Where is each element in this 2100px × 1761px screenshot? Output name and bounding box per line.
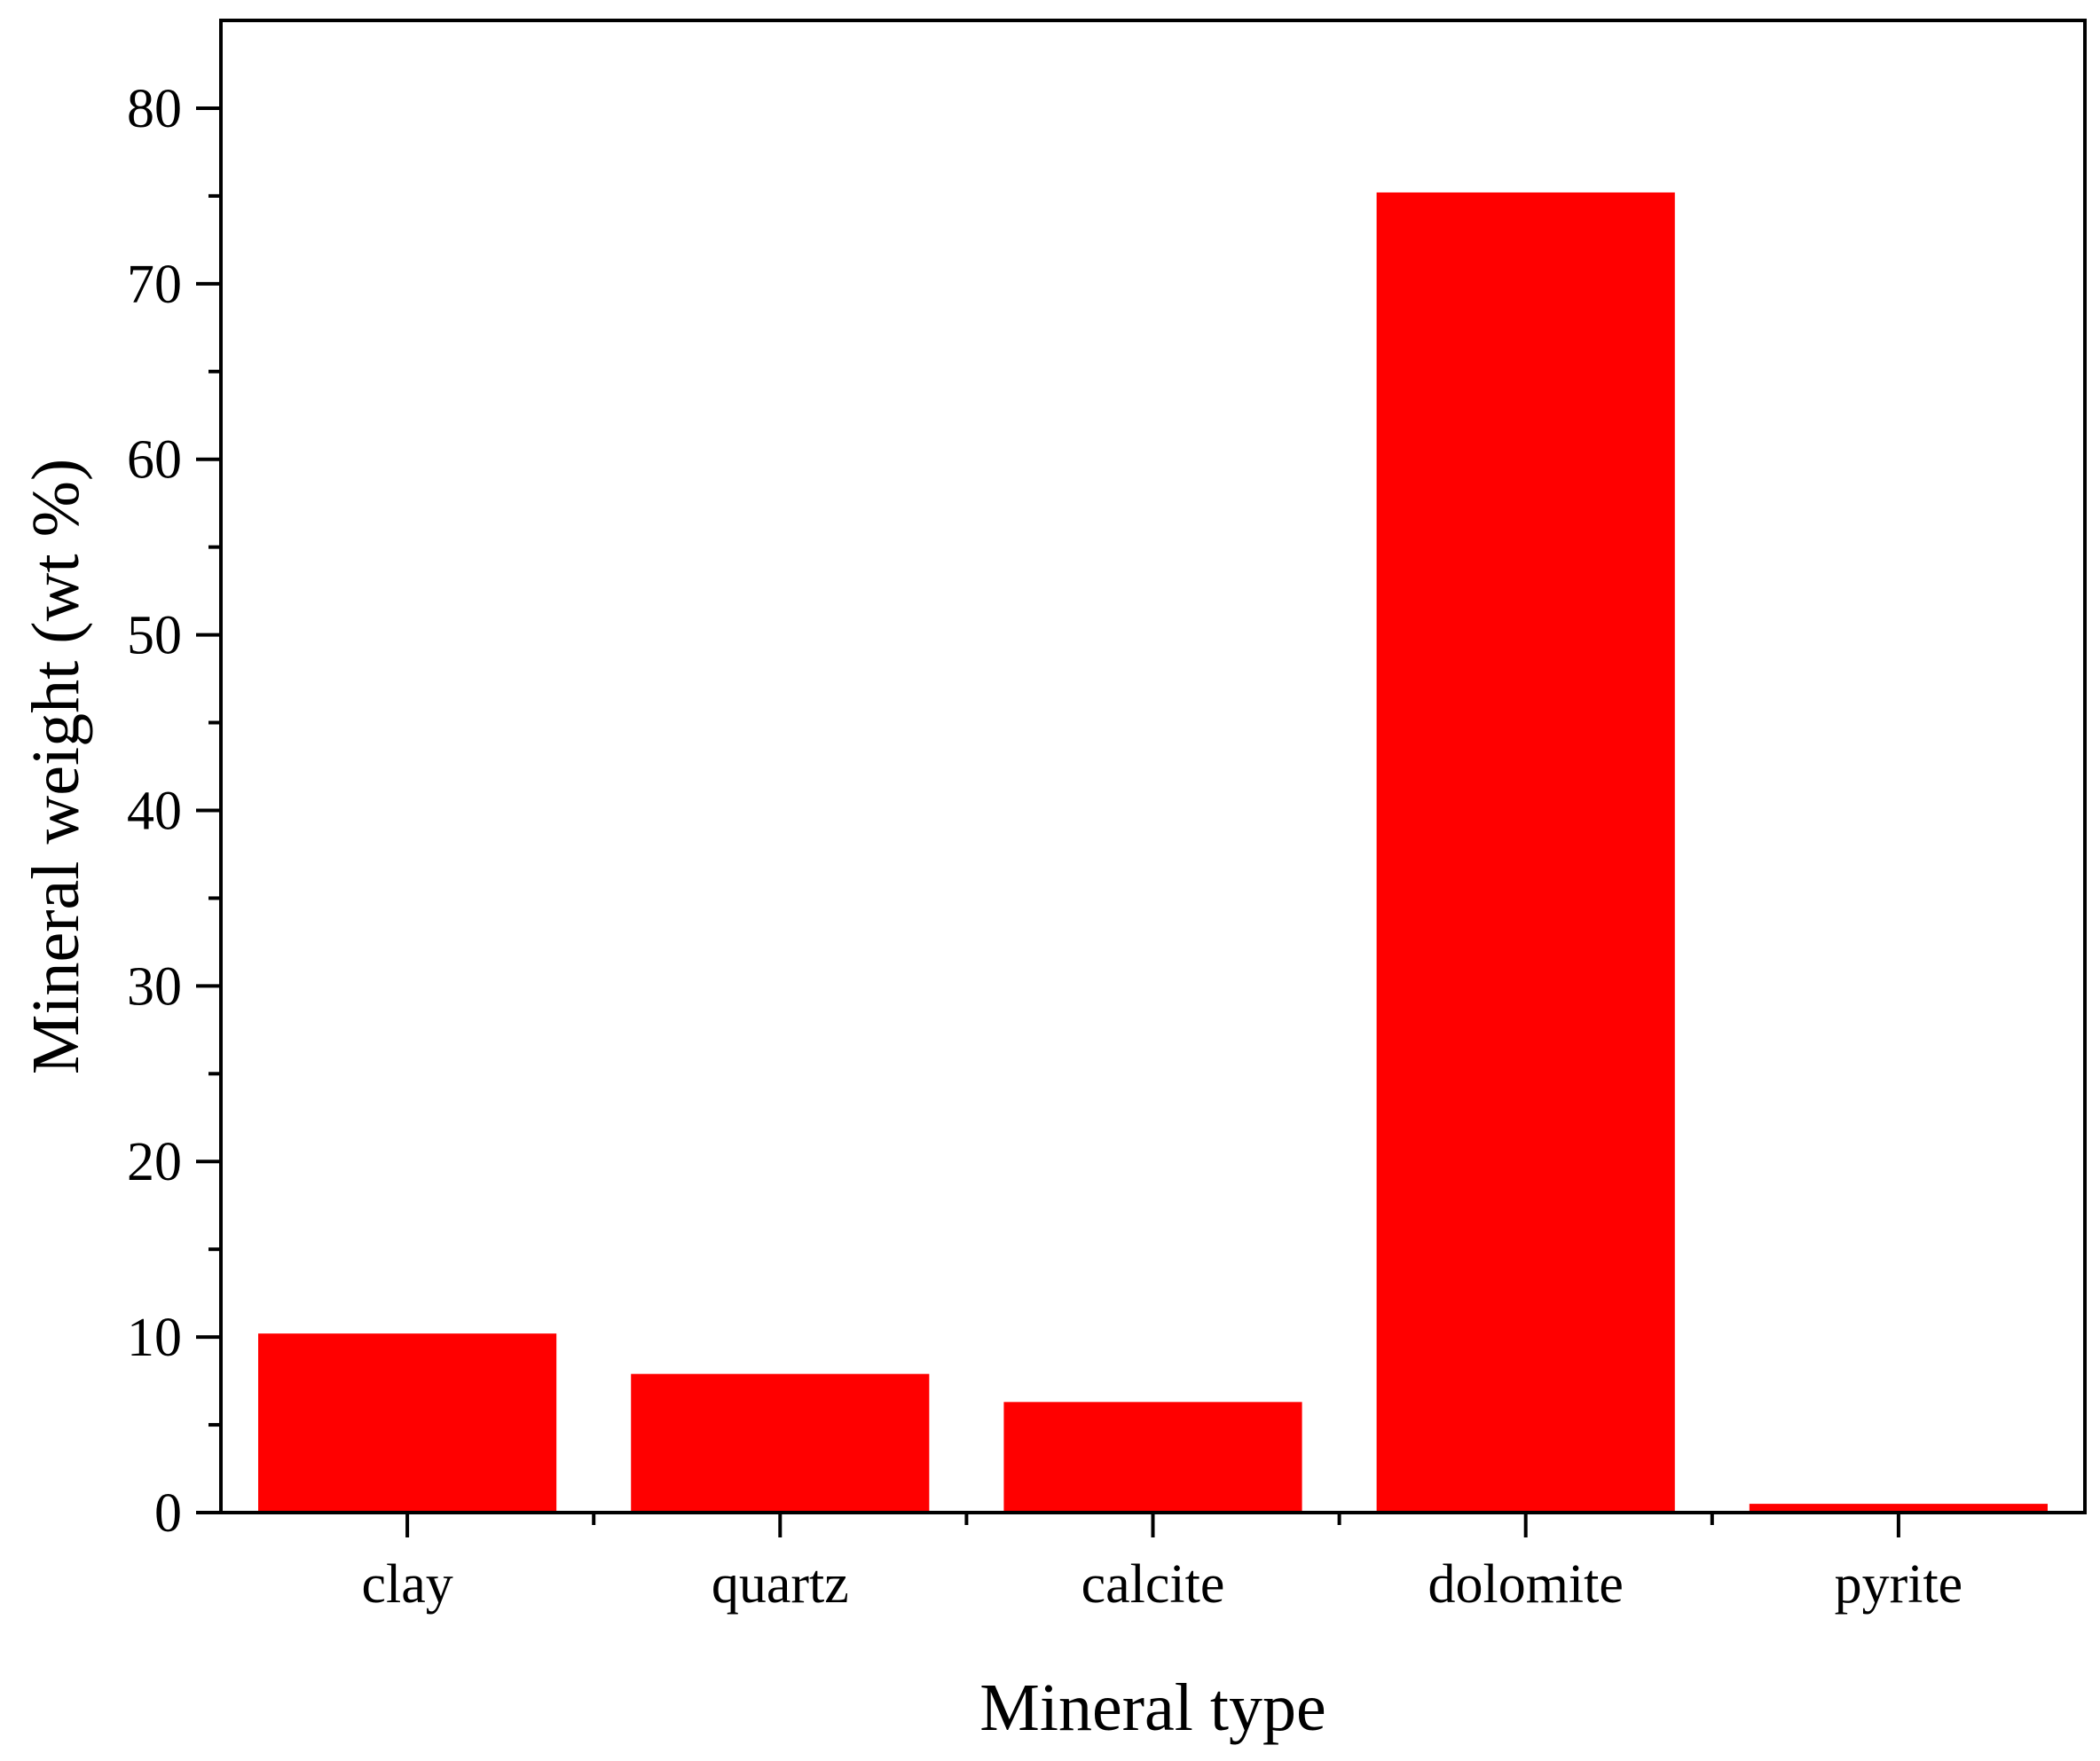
x-ticks-group: clay quartz calcite dolomite pyrite (361, 1513, 1962, 1615)
y-tick-label: 10 (127, 1308, 182, 1368)
x-tick-label-dolomite: dolomite (1428, 1554, 1623, 1615)
x-tick-label-calcite: calcite (1081, 1554, 1225, 1615)
y-ticks-group: 0 10 20 30 40 50 60 70 80 (127, 79, 221, 1544)
bars-group (258, 192, 2048, 1513)
bar-pyrite (1749, 1504, 2048, 1513)
x-tick-label-clay: clay (361, 1554, 452, 1615)
bar-clay (258, 1333, 557, 1513)
y-tick-label: 60 (127, 430, 182, 491)
bar-quartz (631, 1373, 930, 1513)
y-tick-label: 70 (127, 255, 182, 315)
x-tick-label-quartz: quartz (712, 1554, 849, 1615)
y-axis-title: Mineral weight (wt %) (19, 459, 93, 1074)
y-tick-label: 0 (154, 1483, 182, 1544)
y-tick-label: 50 (127, 606, 182, 666)
y-tick-label: 40 (127, 781, 182, 841)
y-tick-label: 20 (127, 1132, 182, 1192)
axes-group (219, 19, 2087, 1514)
bar-dolomite (1376, 192, 1675, 1513)
y-tick-label: 80 (127, 79, 182, 139)
bar-calcite (1003, 1402, 1302, 1513)
x-axis-title: Mineral type (979, 1671, 1325, 1745)
x-tick-label-pyrite: pyrite (1835, 1554, 1963, 1615)
y-tick-label: 30 (127, 956, 182, 1017)
